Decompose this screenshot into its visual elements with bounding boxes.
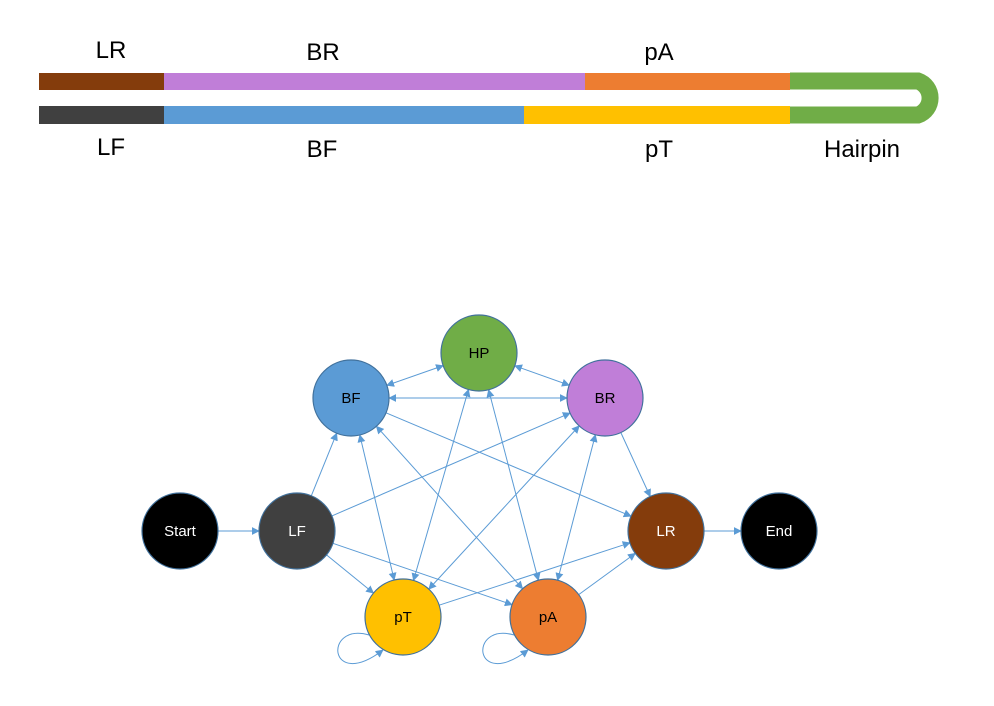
edge-br-pa <box>555 434 598 581</box>
node-circle-pa <box>509 578 587 656</box>
node-bf: BF <box>312 359 390 437</box>
graph-edges <box>218 364 742 664</box>
strand-diagram: LR BR pA LF BF pT Hairpin <box>39 37 939 163</box>
self-loop-pa <box>482 632 529 664</box>
label-lr: LR <box>96 37 127 64</box>
node-label-hp: HP <box>469 345 490 362</box>
edge-bf-hp <box>386 364 444 387</box>
edge-hp-br <box>514 364 570 387</box>
state-graph: Start LF BF HP BR LR End pT pA <box>141 314 818 664</box>
node-pa: pA <box>509 578 587 656</box>
node-circle-start <box>141 492 219 570</box>
edge-bf-pa <box>375 425 524 590</box>
node-label-bf: BF <box>341 390 360 407</box>
node-circle-pt <box>364 578 442 656</box>
node-label-start: Start <box>164 523 197 540</box>
node-label-pt: pT <box>394 609 412 626</box>
node-circle-hp <box>440 314 518 392</box>
node-label-pa: pA <box>539 609 557 626</box>
node-circle-end <box>740 492 818 570</box>
hairpin-loop <box>790 72 939 124</box>
segment-lf <box>39 106 164 124</box>
node-end: End <box>740 492 818 570</box>
edge-pa-lr <box>578 552 636 596</box>
node-hp: HP <box>440 314 518 392</box>
label-br: BR <box>306 39 339 66</box>
label-lf: LF <box>97 134 125 161</box>
node-lr: LR <box>627 492 705 570</box>
edge-hp-pt <box>411 388 471 582</box>
node-lf: LF <box>258 492 336 570</box>
edge-lf-bf <box>310 432 338 496</box>
self-loop-pt <box>337 632 384 664</box>
node-label-lf: LF <box>288 523 306 540</box>
label-hairpin: Hairpin <box>824 136 900 163</box>
node-pt: pT <box>364 578 442 656</box>
node-br: BR <box>566 359 644 437</box>
node-label-lr: LR <box>656 523 675 540</box>
segment-br <box>164 73 585 90</box>
label-bf: BF <box>307 136 338 163</box>
node-circle-br <box>566 359 644 437</box>
edge-hp-pa <box>486 389 541 581</box>
edge-lf-pt <box>326 554 375 594</box>
node-label-end: End <box>766 523 793 540</box>
edge-br-pt <box>428 425 580 590</box>
node-label-br: BR <box>595 390 616 407</box>
segment-pt <box>524 106 790 124</box>
edge-br-lr <box>620 432 651 498</box>
node-circle-bf <box>312 359 390 437</box>
node-circle-lr <box>627 492 705 570</box>
node-start: Start <box>141 492 219 570</box>
node-circle-lf <box>258 492 336 570</box>
label-pt: pT <box>645 136 673 163</box>
graph-nodes: Start LF BF HP BR LR End pT pA <box>141 314 818 656</box>
segment-bf <box>164 106 524 124</box>
segment-pa <box>585 73 790 90</box>
label-pa: pA <box>644 39 673 66</box>
segment-lr <box>39 73 164 90</box>
edge-pt-lr <box>438 541 631 606</box>
